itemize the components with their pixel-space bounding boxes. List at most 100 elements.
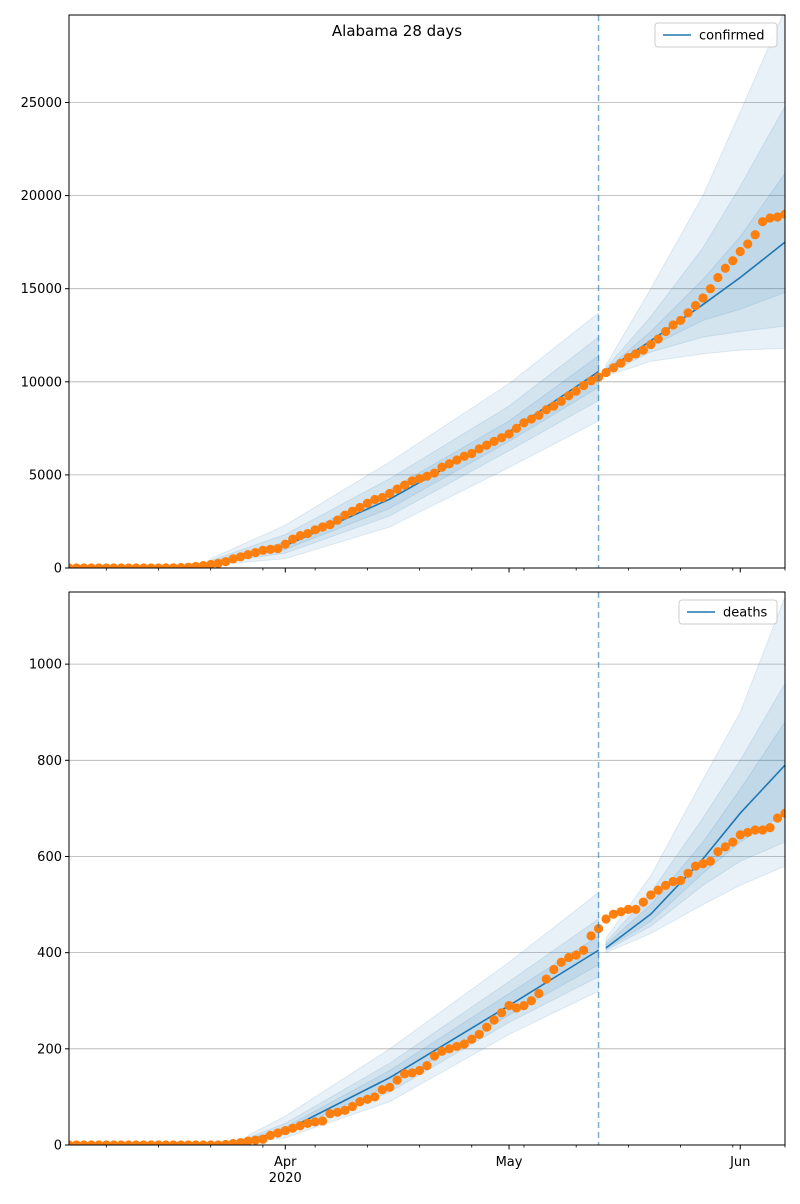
observed-point xyxy=(138,563,149,568)
observed-point xyxy=(340,510,350,520)
observed-point xyxy=(698,859,708,869)
observed-point xyxy=(459,451,469,461)
observed-point xyxy=(176,563,186,568)
y-tick-label: 1000 xyxy=(29,658,62,673)
observed-point xyxy=(377,1085,387,1095)
observed-point xyxy=(377,493,387,503)
x-tick-label: May xyxy=(496,1155,523,1170)
observed-point xyxy=(690,861,701,871)
observed-point xyxy=(116,563,126,568)
observed-point xyxy=(482,1022,492,1032)
legend-label: confirmed xyxy=(699,29,765,44)
observed-point xyxy=(437,462,447,472)
y-tick-label: 0 xyxy=(54,1139,62,1154)
observed-point xyxy=(735,246,745,257)
uncertainty-band xyxy=(247,891,600,1144)
observed-point xyxy=(392,484,402,494)
observed-point xyxy=(273,544,283,554)
observed-point xyxy=(355,502,365,513)
observed-point xyxy=(243,549,253,560)
observed-point xyxy=(332,515,343,525)
observed-point xyxy=(161,1140,171,1145)
observed-point xyxy=(407,476,417,486)
observed-point xyxy=(168,563,179,568)
observed-point xyxy=(109,563,119,568)
observed-point xyxy=(556,396,566,406)
observed-point xyxy=(616,358,626,368)
y-tick-label: 600 xyxy=(37,850,62,865)
observed-point xyxy=(332,1107,343,1117)
observed-point xyxy=(198,560,208,568)
y-tick-label: 5000 xyxy=(29,468,62,483)
observed-point xyxy=(661,326,671,337)
y-tick-label: 10000 xyxy=(21,375,62,390)
observed-point xyxy=(146,563,156,568)
observed-point xyxy=(638,345,648,355)
y-tick-label: 200 xyxy=(37,1042,62,1057)
observed-point xyxy=(176,1140,186,1145)
observed-point xyxy=(422,1061,432,1071)
observed-point xyxy=(795,191,800,200)
observed-point xyxy=(444,459,454,469)
observed-point xyxy=(444,1044,454,1054)
observed-point xyxy=(720,842,730,852)
observed-point xyxy=(429,1051,440,1061)
observed-point xyxy=(206,559,216,568)
observed-point xyxy=(94,563,104,568)
x-tick-label: Jun xyxy=(729,1155,750,1170)
observed-point xyxy=(459,1039,469,1049)
observed-point xyxy=(347,1101,358,1112)
observed-point xyxy=(750,825,760,835)
observed-point xyxy=(780,209,785,219)
y-tick-label: 15000 xyxy=(21,282,62,297)
observed-point xyxy=(138,1140,149,1145)
observed-point xyxy=(504,1000,514,1011)
observed-point xyxy=(124,563,134,568)
observed-point xyxy=(258,1134,268,1144)
observed-point xyxy=(101,563,111,568)
observed-point xyxy=(653,885,663,895)
observed-point xyxy=(765,213,775,223)
observed-point xyxy=(452,1041,462,1052)
observed-point xyxy=(370,1092,380,1102)
observed-point xyxy=(385,1082,395,1092)
observed-point xyxy=(511,1003,522,1013)
observed-point xyxy=(788,202,797,211)
observed-point xyxy=(124,1140,134,1145)
observed-point xyxy=(772,813,783,823)
observed-point xyxy=(504,429,514,439)
observed-point xyxy=(71,563,82,568)
observed-point xyxy=(690,300,701,311)
observed-point xyxy=(362,498,372,508)
observed-point xyxy=(496,433,507,443)
observed-point xyxy=(482,440,492,450)
y-tick-label: 20000 xyxy=(21,189,62,204)
observed-point xyxy=(467,1034,477,1044)
observed-point xyxy=(280,539,290,549)
observed-point xyxy=(638,897,648,907)
observed-point xyxy=(355,1097,365,1107)
confirmed-panel: 0 5000 10000 15000 20000 25000 confirmed xyxy=(21,14,800,577)
uncertainty-band xyxy=(605,596,785,954)
observed-point xyxy=(131,1140,141,1145)
observed-point xyxy=(71,1140,82,1145)
observed-point xyxy=(414,474,425,484)
uncertainty-band xyxy=(210,311,600,566)
observed-point xyxy=(556,957,566,967)
observed-point xyxy=(437,1046,447,1056)
observed-point xyxy=(541,974,551,984)
observed-point xyxy=(228,1138,238,1145)
observed-point xyxy=(362,1094,372,1104)
observed-point xyxy=(400,480,410,490)
observed-point xyxy=(496,1008,507,1018)
observed-point xyxy=(743,239,753,249)
observed-point xyxy=(400,1069,410,1079)
observed-point xyxy=(385,488,395,499)
observed-point xyxy=(243,1136,253,1145)
observed-point xyxy=(601,367,611,378)
observed-point xyxy=(623,352,633,363)
observed-point xyxy=(780,808,785,818)
